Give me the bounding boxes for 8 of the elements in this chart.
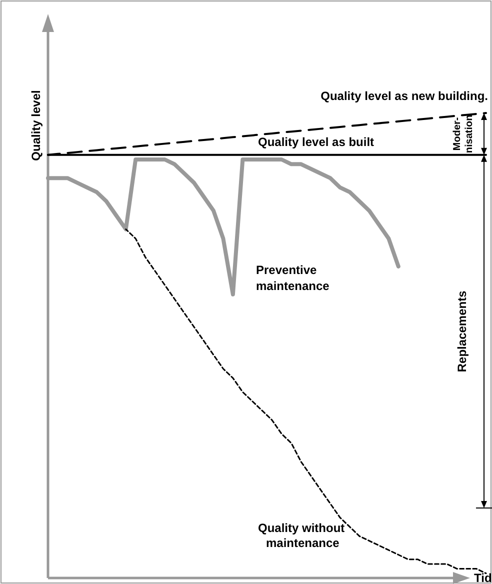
- text: Quality level as new building.: [320, 89, 488, 103]
- annotation: Replacements: [455, 290, 469, 372]
- annotation: Quality without maintenance: [258, 521, 345, 550]
- annotation: Moder-nisation: [452, 114, 475, 154]
- annotation: Quality level as built: [258, 134, 374, 149]
- y-axis-title: Quality level: [29, 90, 43, 161]
- x-axis-title: Tid: [474, 571, 492, 584]
- annotation: Preventive maintenance: [256, 263, 330, 293]
